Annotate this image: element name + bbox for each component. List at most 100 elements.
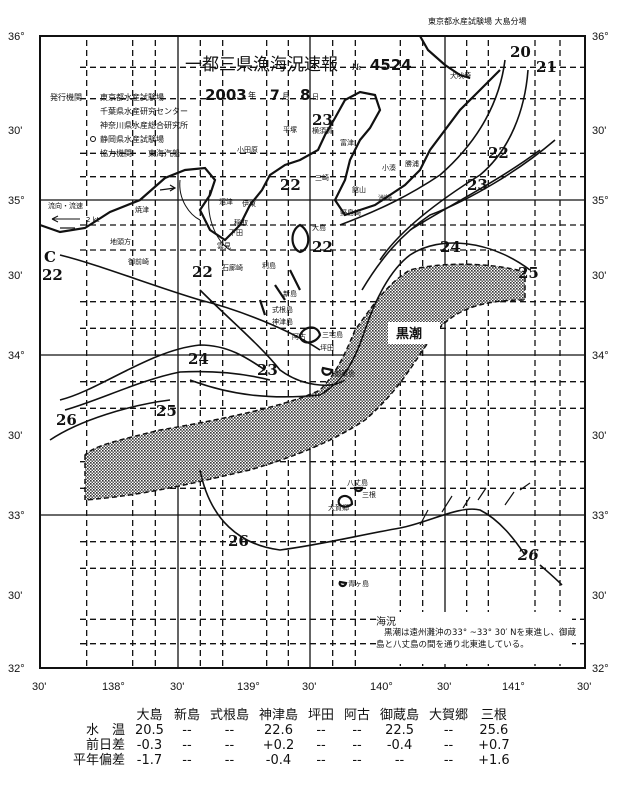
longitude-label: 30' [32,681,46,693]
sea-condition-map: 黒潮 20 21 22 [8,16,609,693]
latitude-label: 30' [8,125,22,137]
isotherm-labels: 20 21 22 22 22 22 22 23 23 23 24 24 25 2… [42,43,557,564]
number-prefix: № [352,63,361,73]
observation-value: -- [224,753,235,768]
isotherm-label: 24 [188,350,209,368]
latitude-label: 30' [8,590,22,602]
place-label: 沼津 [219,197,233,206]
bulletin-number: 4524 [370,56,412,74]
remarks-text: 黒潮は遠州灘沖の33° ~33° 30′ Nを東進し、御蔵島と八丈島の間を通り北… [376,628,576,650]
longitude-label: 141° [502,681,525,693]
observation-value: -- [316,753,326,768]
observation-value: -0.3 [136,738,163,753]
current-legend: 流向・流速 2 kt [48,201,100,224]
place-label: 稲取 [234,218,248,227]
isotherm-label: 26 [228,532,249,550]
latitude-label: 30' [8,430,22,442]
isotherm-label: 22 [192,263,213,281]
place-label: 館山 [352,185,366,194]
observation-value: -- [224,738,235,753]
arrow-left-icon [51,215,80,223]
station-name: 神津島 [258,708,298,723]
place-label: 新島 [283,289,297,298]
observation-value: -- [394,753,405,768]
place-label: 利島 [262,261,276,270]
observation-value: 22.6 [264,723,293,738]
longitude-label: 30' [437,681,451,693]
isotherm-label: 23 [467,176,488,194]
place-label: 焼津 [135,205,149,214]
station-header-row: 大島 新島 式根島 神津島 坪田 阿古 御蔵島 大賀郷 三根 [50,708,515,723]
place-label: 八丈島 [347,478,368,487]
bulletin-title: 一都三県漁海況速報 [185,55,338,75]
observation-value: -- [443,738,454,753]
legend-label: 流向・流速 [48,201,83,210]
legend-scale: 2 kt [86,216,100,224]
place-label: 御蔵島 [334,369,355,378]
coast-detail [179,179,231,251]
observation-value: 25.6 [479,723,509,738]
place-label: 神津島 [272,317,293,326]
remarks: 海況 黒潮は遠州灘沖の33° ~33° 30′ Nを東進し、御蔵島と八丈島の間を… [376,612,576,664]
place-label: 三根 [362,490,376,499]
latitude-label: 32° [8,663,25,675]
place-label: 石廊崎 [222,263,243,272]
station-name: 式根島 [209,708,249,723]
station-name: 御蔵島 [380,708,420,723]
place-label: 大島 [312,223,326,232]
place-label: 平塚 [283,125,297,134]
date-day: 8 [300,86,310,104]
editor-marker-icon [90,136,96,142]
latitude-label: 30' [8,270,22,282]
issuer: 千葉県水産研究センター [100,106,188,116]
station-name: 坪田 [308,708,335,723]
observation-value: -0.4 [265,753,292,768]
observation-value: -- [224,723,235,738]
place-label: 御前崎 [128,257,149,266]
station-name: 三根 [480,708,507,723]
station-name: 大賀郷 [429,708,469,723]
place-label: 小田原 [237,145,258,154]
place-label: 青ヶ島 [348,579,369,588]
date-year: 2003 [205,86,247,104]
isotherm-label: 22 [42,266,63,284]
longitude-label: 139° [237,681,260,693]
row-label: 水 温 [85,723,125,738]
isotherm-label: 25 [518,264,539,282]
place-label: 雲見 [217,242,231,250]
issuer-label: 発行機関 [50,92,82,102]
isotherm-label: 22 [488,144,509,162]
kuroshio-label: 黒潮 [396,326,422,342]
place-label: 阿古 [292,332,306,341]
place-label: 横須賀 [312,126,333,135]
observation-value: -- [352,753,362,768]
isotherm-lines [49,59,563,586]
observation-value: -- [443,753,454,768]
observation-value: -1.7 [136,753,163,768]
date-month: 7 [270,88,280,104]
isotherm-label: 24 [440,238,461,256]
latitude-label: 30' [592,125,606,137]
place-label: 富津 [340,138,354,147]
observation-value: -- [316,723,326,738]
isotherm-label: 25 [156,402,177,420]
isotherm-label: 26 [517,546,539,564]
latitude-label: 33° [592,510,609,522]
station-name: 新島 [173,708,200,723]
latitude-label: 36° [8,31,25,43]
place-label: 伊東 [242,199,256,208]
source-label: 東京都水産試験場 大島分場 [428,16,527,26]
coop: 東海汽船 [148,148,180,158]
latitude-label: 30' [592,590,606,602]
observation-row: 前日差 -0.3 -- -- +0.2 -- -- -0.4 -- +0.7 [50,738,515,753]
isotherm-label: 20 [510,43,531,61]
issuer: 神奈川県水産総合研究所 [100,120,188,130]
observation-value: -- [182,738,192,753]
observation-value: 22.5 [385,723,415,738]
place-label: 三崎 [315,173,329,182]
isotherm-label: 23 [312,111,333,129]
observation-value: -- [443,723,454,738]
coastline [39,35,501,588]
row-label: 平年偏差 [72,753,125,768]
latitude-label: 36° [592,31,609,43]
